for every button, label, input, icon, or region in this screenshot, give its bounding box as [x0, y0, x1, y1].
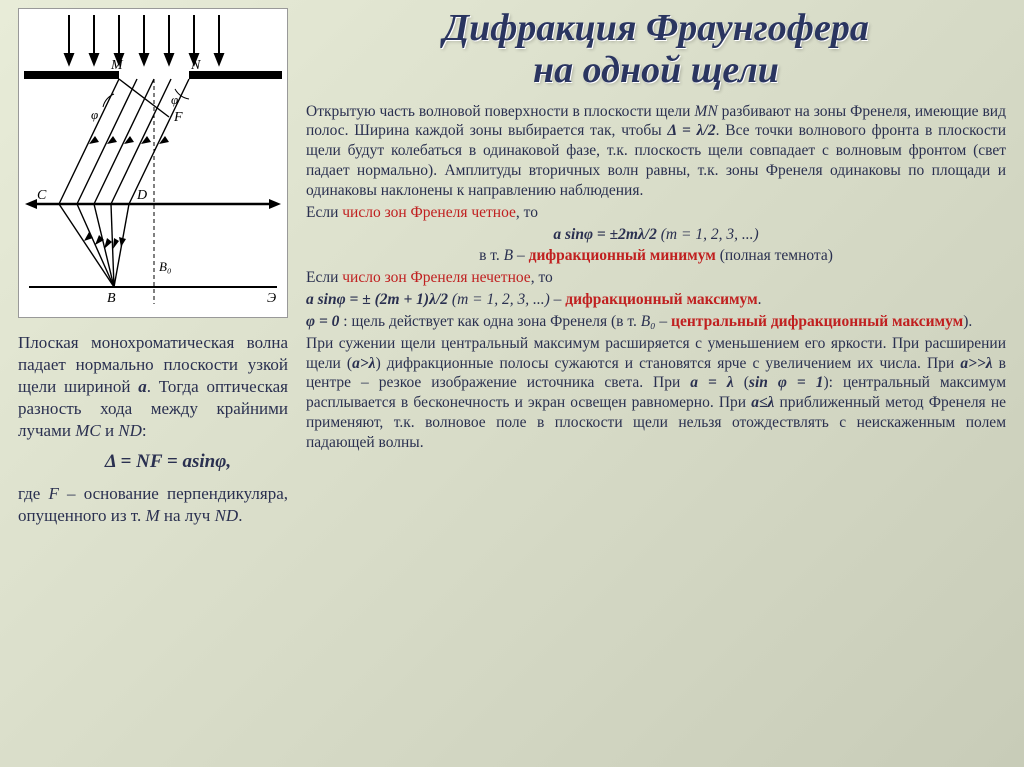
minimum-formula: a sinφ = ±2mλ/2 (m = 1, 2, 3, ...) [306, 225, 1006, 245]
label-C: C [37, 188, 47, 203]
label-M: M [110, 58, 124, 73]
left-column: M N [18, 8, 298, 757]
slide-title: Дифракция Фраунгоферана одной щели [306, 8, 1006, 92]
label-B0: B₀ [159, 259, 171, 274]
label-phi-left: φ [91, 107, 98, 122]
label-F: F [173, 110, 183, 125]
label-D: D [136, 188, 147, 203]
path-difference-formula: Δ = NF = asinφ, [48, 450, 288, 475]
optics-diagram: M N [18, 8, 288, 318]
label-E: Э [267, 291, 276, 306]
right-column: Дифракция Фраунгоферана одной щели Откры… [298, 8, 1006, 757]
maximum-formula: a sinφ = ± (2m + 1)λ/2 (m = 1, 2, 3, ...… [306, 290, 1006, 310]
label-phi-top: φ [171, 92, 178, 107]
label-B: B [107, 291, 116, 306]
main-text: Открытую часть волновой поверхности в пл… [306, 102, 1006, 453]
label-N: N [190, 58, 201, 73]
left-text: Плоская монохроматическая волна падает н… [18, 332, 288, 527]
